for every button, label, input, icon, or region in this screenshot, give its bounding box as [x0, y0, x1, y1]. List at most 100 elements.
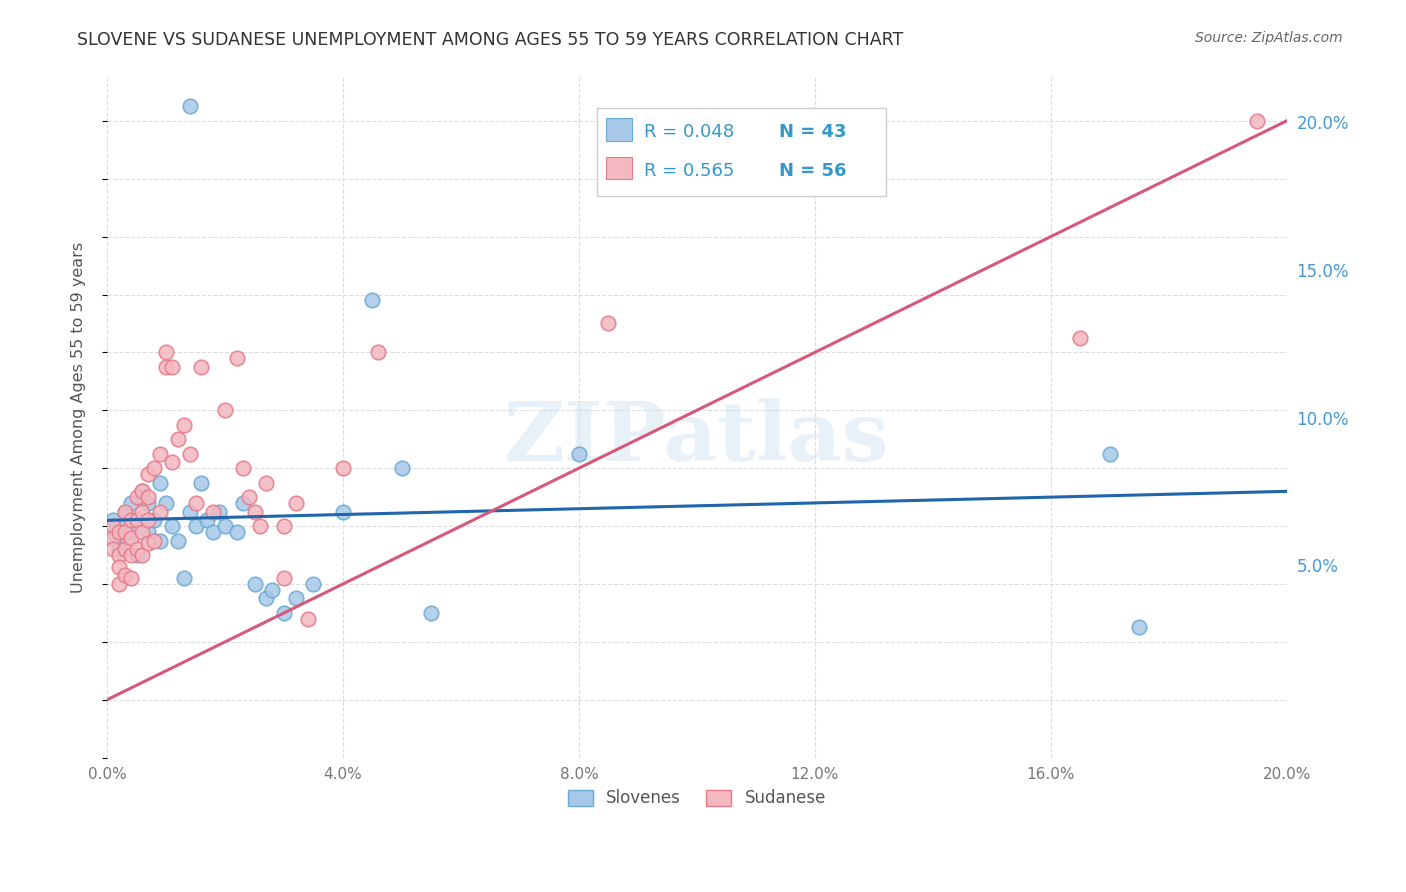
- Point: [114, 505, 136, 519]
- Point: [1069, 331, 1091, 345]
- Point: [190, 475, 212, 490]
- Point: [138, 490, 160, 504]
- Point: [120, 531, 142, 545]
- FancyBboxPatch shape: [606, 119, 631, 141]
- Point: [273, 571, 295, 585]
- Point: [149, 475, 172, 490]
- FancyBboxPatch shape: [596, 108, 886, 196]
- Point: [1128, 620, 1150, 634]
- Point: [254, 475, 277, 490]
- Point: [138, 513, 160, 527]
- Point: [120, 524, 142, 539]
- Point: [184, 496, 207, 510]
- Point: [273, 519, 295, 533]
- Point: [391, 461, 413, 475]
- Point: [108, 524, 131, 539]
- Text: Source: ZipAtlas.com: Source: ZipAtlas.com: [1195, 31, 1343, 45]
- Point: [131, 548, 153, 562]
- Point: [598, 317, 620, 331]
- Point: [155, 496, 177, 510]
- Point: [108, 542, 131, 557]
- Point: [160, 359, 183, 374]
- Point: [114, 519, 136, 533]
- Point: [195, 513, 218, 527]
- Point: [125, 513, 148, 527]
- Point: [254, 591, 277, 606]
- Y-axis label: Unemployment Among Ages 55 to 59 years: Unemployment Among Ages 55 to 59 years: [72, 242, 86, 593]
- Point: [179, 447, 201, 461]
- Point: [125, 490, 148, 504]
- Point: [173, 417, 195, 432]
- Point: [138, 496, 160, 510]
- Point: [131, 484, 153, 499]
- Point: [243, 505, 266, 519]
- Point: [190, 359, 212, 374]
- Point: [114, 542, 136, 557]
- Point: [108, 577, 131, 591]
- Point: [155, 345, 177, 359]
- Point: [420, 606, 443, 620]
- Point: [114, 568, 136, 582]
- Point: [120, 496, 142, 510]
- Point: [284, 496, 307, 510]
- Point: [108, 559, 131, 574]
- Point: [361, 293, 384, 308]
- Point: [114, 505, 136, 519]
- Point: [568, 447, 591, 461]
- Point: [125, 513, 148, 527]
- Point: [262, 582, 284, 597]
- Point: [143, 533, 166, 548]
- Point: [284, 591, 307, 606]
- Point: [101, 531, 124, 545]
- Point: [184, 519, 207, 533]
- Point: [302, 577, 325, 591]
- Point: [214, 403, 236, 417]
- Point: [166, 533, 188, 548]
- Text: N = 43: N = 43: [779, 123, 846, 141]
- Point: [179, 505, 201, 519]
- Point: [138, 467, 160, 481]
- Text: ZIPatlas: ZIPatlas: [505, 398, 890, 478]
- Point: [125, 548, 148, 562]
- Point: [208, 505, 231, 519]
- Point: [367, 345, 389, 359]
- Point: [155, 359, 177, 374]
- Point: [238, 490, 260, 504]
- Point: [138, 536, 160, 550]
- Point: [332, 461, 354, 475]
- Point: [143, 461, 166, 475]
- Point: [101, 542, 124, 557]
- Point: [125, 542, 148, 557]
- Point: [297, 612, 319, 626]
- Point: [108, 533, 131, 548]
- Point: [232, 496, 254, 510]
- Point: [243, 577, 266, 591]
- Text: SLOVENE VS SUDANESE UNEMPLOYMENT AMONG AGES 55 TO 59 YEARS CORRELATION CHART: SLOVENE VS SUDANESE UNEMPLOYMENT AMONG A…: [77, 31, 904, 49]
- Text: R = 0.565: R = 0.565: [644, 161, 734, 179]
- Point: [232, 461, 254, 475]
- Point: [160, 519, 183, 533]
- Point: [114, 524, 136, 539]
- Legend: Slovenes, Sudanese: Slovenes, Sudanese: [561, 782, 832, 814]
- Point: [173, 571, 195, 585]
- Point: [149, 533, 172, 548]
- Point: [131, 524, 153, 539]
- Point: [120, 571, 142, 585]
- Point: [131, 505, 153, 519]
- Point: [108, 548, 131, 562]
- Point: [202, 505, 225, 519]
- Point: [120, 548, 142, 562]
- Point: [143, 513, 166, 527]
- Point: [1098, 447, 1121, 461]
- Point: [166, 432, 188, 446]
- Point: [101, 513, 124, 527]
- Point: [120, 513, 142, 527]
- Point: [1246, 113, 1268, 128]
- Point: [273, 606, 295, 620]
- Point: [225, 524, 247, 539]
- Point: [160, 455, 183, 469]
- FancyBboxPatch shape: [606, 157, 631, 179]
- Point: [149, 505, 172, 519]
- Text: N = 56: N = 56: [779, 161, 846, 179]
- Point: [332, 505, 354, 519]
